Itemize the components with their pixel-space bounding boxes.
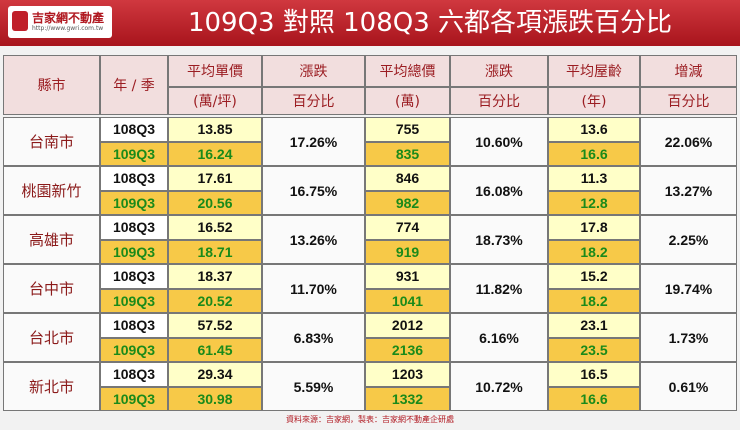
unit-price: 17.61: [168, 166, 262, 191]
unit-price: 16.52: [168, 215, 262, 240]
period: 108Q3: [100, 215, 168, 240]
period: 109Q3: [100, 141, 168, 166]
logo-icon: [12, 11, 28, 31]
city: 台中市: [3, 264, 100, 313]
total-change: 16.08%: [450, 166, 548, 215]
city: 新北市: [3, 362, 100, 411]
total-price: 982: [365, 190, 450, 215]
house-age: 18.2: [548, 239, 640, 264]
unit-price: 61.45: [168, 337, 262, 362]
unit-change: 11.70%: [262, 264, 365, 313]
column-header: 漲跌: [262, 55, 365, 87]
period: 109Q3: [100, 190, 168, 215]
total-price: 1041: [365, 288, 450, 313]
total-change: 10.72%: [450, 362, 548, 411]
age-change: 1.73%: [640, 313, 737, 362]
unit-price: 20.52: [168, 288, 262, 313]
column-header: 漲跌: [450, 55, 548, 87]
period: 108Q3: [100, 264, 168, 289]
age-change: 0.61%: [640, 362, 737, 411]
unit-price: 29.34: [168, 362, 262, 387]
house-age: 12.8: [548, 190, 640, 215]
house-age: 16.5: [548, 362, 640, 387]
footer: 資料來源：吉家網，製表：吉家網不動產企研處: [286, 415, 454, 424]
total-price: 1332: [365, 386, 450, 411]
house-age: 13.6: [548, 117, 640, 142]
period: 109Q3: [100, 386, 168, 411]
house-age: 17.8: [548, 215, 640, 240]
period: 109Q3: [100, 239, 168, 264]
house-age: 23.5: [548, 337, 640, 362]
column-subheader: (萬/坪): [168, 87, 262, 115]
city: 桃園新竹: [3, 166, 100, 215]
period: 109Q3: [100, 337, 168, 362]
total-change: 10.60%: [450, 117, 548, 166]
house-age: 23.1: [548, 313, 640, 338]
title-bar: 吉家網不動產 http://www.gwri.com.tw 109Q3 對照 1…: [0, 0, 740, 46]
column-subheader: 百分比: [262, 87, 365, 115]
age-change: 19.74%: [640, 264, 737, 313]
unit-change: 5.59%: [262, 362, 365, 411]
house-age: 16.6: [548, 141, 640, 166]
period: 108Q3: [100, 362, 168, 387]
total-change: 11.82%: [450, 264, 548, 313]
column-header: 增減: [640, 55, 737, 87]
logo: 吉家網不動產 http://www.gwri.com.tw: [8, 6, 112, 38]
column-subheader: (萬): [365, 87, 450, 115]
column-subheader: 百分比: [450, 87, 548, 115]
house-age: 18.2: [548, 288, 640, 313]
column-header: 平均屋齡: [548, 55, 640, 87]
total-price: 835: [365, 141, 450, 166]
logo-url: http://www.gwri.com.tw: [32, 25, 104, 32]
column-header: 平均總價: [365, 55, 450, 87]
unit-change: 17.26%: [262, 117, 365, 166]
unit-price: 18.71: [168, 239, 262, 264]
title: 109Q3 對照 108Q3 六都各項漲跌百分比: [187, 8, 673, 38]
unit-change: 16.75%: [262, 166, 365, 215]
age-change: 13.27%: [640, 166, 737, 215]
period: 108Q3: [100, 166, 168, 191]
total-price: 846: [365, 166, 450, 191]
period: 108Q3: [100, 117, 168, 142]
total-price: 1203: [365, 362, 450, 387]
unit-price: 30.98: [168, 386, 262, 411]
city: 台北市: [3, 313, 100, 362]
age-change: 22.06%: [640, 117, 737, 166]
logo-name: 吉家網不動產: [32, 11, 105, 25]
column-subheader: (年): [548, 87, 640, 115]
house-age: 16.6: [548, 386, 640, 411]
total-price: 2012: [365, 313, 450, 338]
house-age: 15.2: [548, 264, 640, 289]
unit-price: 13.85: [168, 117, 262, 142]
total-change: 18.73%: [450, 215, 548, 264]
age-change: 2.25%: [640, 215, 737, 264]
house-age: 11.3: [548, 166, 640, 191]
unit-price: 20.56: [168, 190, 262, 215]
total-price: 919: [365, 239, 450, 264]
unit-price: 16.24: [168, 141, 262, 166]
unit-price: 57.52: [168, 313, 262, 338]
city: 台南市: [3, 117, 100, 166]
period: 108Q3: [100, 313, 168, 338]
total-price: 931: [365, 264, 450, 289]
total-price: 774: [365, 215, 450, 240]
unit-change: 13.26%: [262, 215, 365, 264]
column-header: 年 / 季: [100, 55, 168, 115]
city: 高雄市: [3, 215, 100, 264]
unit-price: 18.37: [168, 264, 262, 289]
total-change: 6.16%: [450, 313, 548, 362]
column-header: 平均單價: [168, 55, 262, 87]
period: 109Q3: [100, 288, 168, 313]
column-subheader: 百分比: [640, 87, 737, 115]
total-price: 2136: [365, 337, 450, 362]
unit-change: 6.83%: [262, 313, 365, 362]
column-header: 縣市: [3, 55, 100, 115]
total-price: 755: [365, 117, 450, 142]
